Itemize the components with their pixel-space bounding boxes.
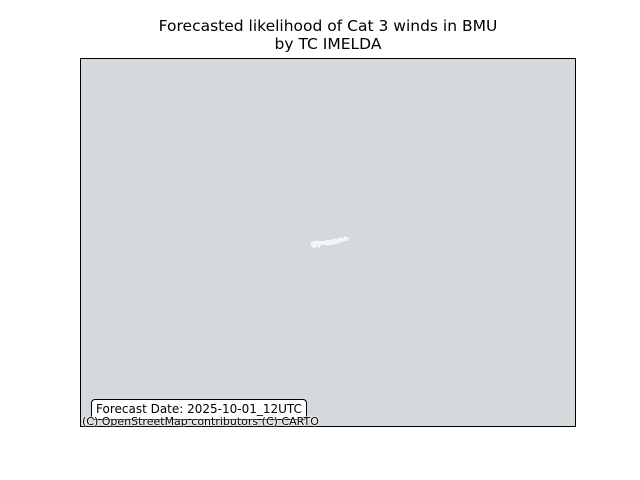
figure-title-line1: Forecasted likelihood of Cat 3 winds in … xyxy=(158,17,498,35)
map-panel[interactable] xyxy=(80,58,576,427)
map-attribution[interactable]: (C) OpenStreetMap contributors (C) CARTO xyxy=(82,415,319,428)
figure-title-line2: by TC IMELDA xyxy=(274,35,382,53)
figure-title: Forecasted likelihood of Cat 3 winds in … xyxy=(0,17,640,53)
forecast-date-label: Forecast Date: 2025-10-01_12UTC xyxy=(91,399,307,420)
bermuda-island-icon xyxy=(307,234,355,250)
